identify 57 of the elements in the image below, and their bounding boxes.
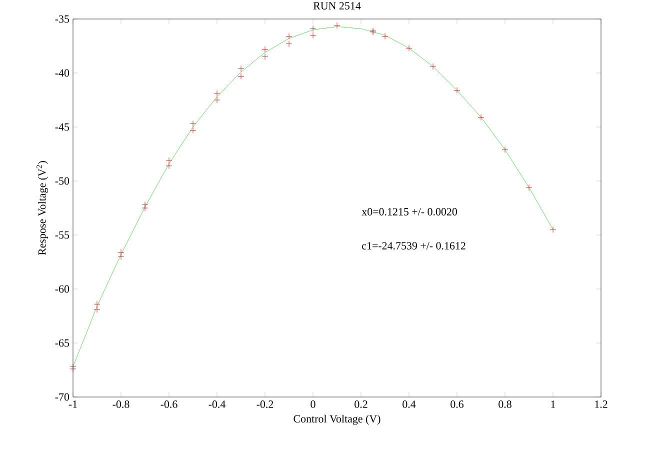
x-tick-label: -0.4 bbox=[208, 400, 226, 408]
point bbox=[310, 26, 316, 32]
point bbox=[214, 90, 220, 97]
point bbox=[70, 366, 76, 372]
line-series bbox=[73, 26, 554, 367]
x-tick-label: 0.8 bbox=[498, 400, 512, 408]
x-tick-label: -1 bbox=[68, 400, 77, 408]
point bbox=[190, 127, 196, 134]
y-tick-label: -65 bbox=[55, 339, 70, 347]
point bbox=[406, 44, 412, 52]
x-axis-title: Control Voltage (V) bbox=[294, 414, 380, 425]
point bbox=[214, 96, 220, 104]
point bbox=[454, 87, 460, 94]
point bbox=[502, 146, 508, 153]
x-tick-label: 0.4 bbox=[402, 400, 416, 408]
point bbox=[142, 202, 148, 208]
chart-title: RUN 2514 bbox=[313, 2, 361, 10]
y-tick-label: -60 bbox=[55, 285, 70, 293]
annotation: x0=0.1215 +/- 0.0020 bbox=[362, 208, 457, 216]
point bbox=[262, 46, 268, 52]
point bbox=[166, 157, 172, 164]
y-tick-label: -70 bbox=[55, 393, 70, 401]
point bbox=[286, 33, 292, 40]
x-tick-label: -0.6 bbox=[160, 400, 178, 408]
point bbox=[118, 253, 124, 260]
point bbox=[70, 364, 76, 370]
y-axis-title: Respose Voltage (V$^{2}$) bbox=[36, 161, 48, 256]
x-tick-label: 1 bbox=[551, 400, 556, 408]
point bbox=[142, 204, 148, 212]
point bbox=[430, 63, 436, 70]
y-tick-label: -50 bbox=[55, 177, 70, 185]
y-tick-label: -35 bbox=[55, 15, 70, 23]
point bbox=[262, 54, 268, 60]
point bbox=[310, 32, 316, 38]
point bbox=[478, 114, 484, 120]
x-tick-label: -0.2 bbox=[256, 400, 274, 408]
point bbox=[166, 162, 172, 170]
point bbox=[334, 22, 340, 29]
point bbox=[94, 300, 100, 308]
x-tick-label: 1.2 bbox=[595, 400, 608, 408]
x-tick-label: 0.2 bbox=[354, 400, 368, 408]
point bbox=[238, 65, 244, 72]
point bbox=[118, 249, 124, 256]
point bbox=[382, 33, 388, 40]
x-tick-label: 0.6 bbox=[450, 400, 464, 408]
point bbox=[526, 184, 532, 191]
annotation: c1=-24.7539 +/- 0.1612 bbox=[362, 242, 466, 250]
point bbox=[286, 40, 292, 48]
point bbox=[94, 306, 100, 313]
point bbox=[550, 226, 556, 233]
point bbox=[238, 73, 244, 80]
point bbox=[190, 120, 196, 127]
y-tick-label: -40 bbox=[55, 69, 70, 77]
x-tick-label: -0.8 bbox=[112, 400, 130, 408]
x-tick-label: 0 bbox=[310, 400, 316, 408]
y-tick-label: -55 bbox=[55, 231, 70, 239]
y-tick-label: -45 bbox=[55, 123, 70, 131]
